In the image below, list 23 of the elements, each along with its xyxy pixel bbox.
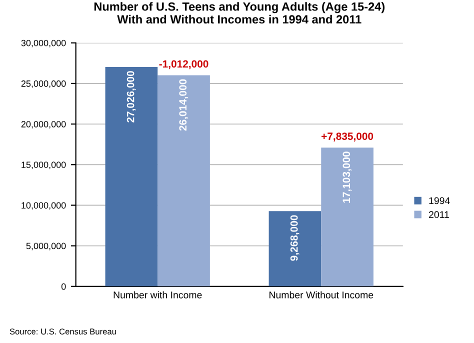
data-label: 17,103,000 <box>342 152 352 203</box>
bar <box>321 148 374 286</box>
bar <box>105 67 158 286</box>
annotation: +7,835,000 <box>322 132 374 142</box>
y-tick-label: 20,000,000 <box>21 121 66 128</box>
data-label: 26,014,000 <box>179 79 188 131</box>
bar <box>268 211 322 286</box>
y-tick-label: 30,000,000 <box>21 40 66 48</box>
source-note: Source: U.S. Census Bureau <box>10 328 116 334</box>
legend-label: 1994 <box>429 197 450 204</box>
x-tick-label: Number with Income <box>114 291 202 298</box>
x-tick-label: Number Without Income <box>270 291 374 298</box>
bar <box>158 75 210 286</box>
data-label: 27,026,000 <box>126 71 136 122</box>
legend-label: 2011 <box>429 211 449 218</box>
data-label: 9,268,000 <box>290 215 300 261</box>
y-tick-label: 0 <box>61 283 66 290</box>
chart-title: Number of U.S. Teens and Young Adults (Age 15-24) With and Without Incomes in 1994 and 2011 <box>94 2 385 24</box>
y-tick-label: 15,000,000 <box>22 162 66 170</box>
y-tick-label: 10,000,000 <box>22 202 66 210</box>
y-tick-label: 25,000,000 <box>21 80 66 88</box>
y-tick-label: 5,000,000 <box>26 242 66 250</box>
annotation: -1,012,000 <box>159 60 208 70</box>
